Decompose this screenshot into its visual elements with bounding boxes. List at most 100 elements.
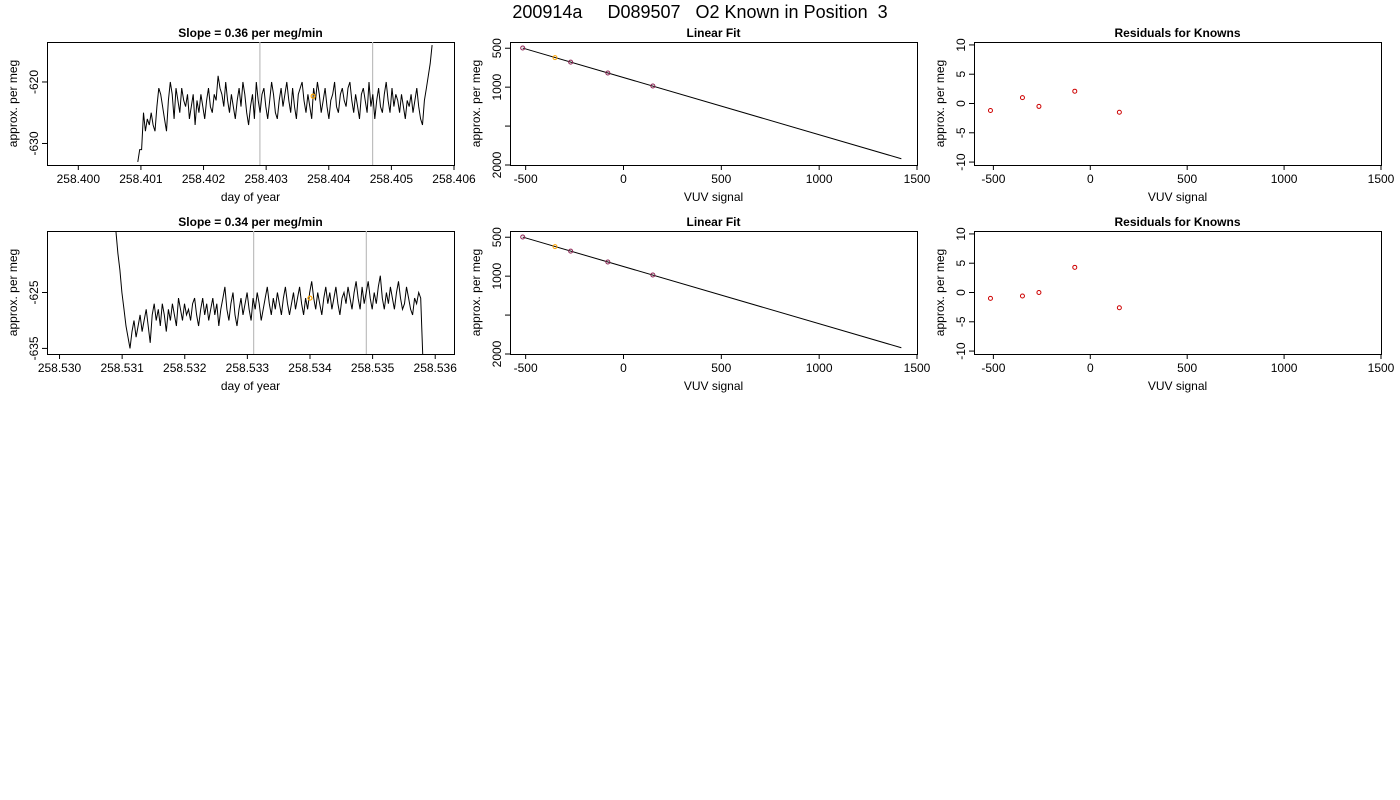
plot-frame [510, 231, 918, 355]
y-axis-label: approx. per meg [6, 60, 20, 147]
series-trace [115, 231, 424, 354]
x-axis-label: VUV signal [1148, 379, 1207, 393]
data-point [987, 108, 993, 114]
x-tick-label: 258.402 [182, 172, 226, 186]
plot-frame [974, 231, 1382, 355]
data-point [520, 234, 526, 240]
row1-fit: Linear Fit -500 0 500 1000 1500 2000 1000 500 VUV… [469, 26, 931, 204]
fit-line [522, 47, 902, 160]
y-tick-label: -10 [954, 342, 968, 360]
y-tick-label: 2000 [490, 151, 504, 178]
x-axis-label: VUV signal [684, 190, 743, 204]
y-axis-label: approx. per meg [933, 60, 947, 147]
x-tick-label: 258.401 [119, 172, 163, 186]
data-layer [987, 264, 1122, 311]
plot-frame [47, 231, 455, 355]
x-tick-label: 258.403 [244, 172, 288, 186]
row2-fit: Linear Fit -500 0 500 1000 1500 2000 1000 500 VUV… [469, 215, 931, 393]
x-tick-label: 258.535 [351, 361, 395, 375]
row2-resid: Residuals for Knowns -500 0 500 1000 1500 -10 -… [933, 215, 1395, 393]
data-point [605, 70, 611, 76]
x-tick-label: 1000 [1271, 361, 1298, 375]
data-point [1019, 293, 1025, 299]
x-tick-label: 500 [711, 361, 731, 375]
data-point [650, 272, 656, 278]
y-tick-label: -10 [954, 153, 968, 171]
plot-frame [47, 42, 455, 166]
x-tick-label: 258.530 [38, 361, 82, 375]
x-tick-label: -500 [514, 172, 538, 186]
data-point [987, 295, 993, 301]
x-tick-label: -500 [981, 172, 1005, 186]
x-tick-label: 1500 [1368, 172, 1395, 186]
x-tick-label: 0 [1087, 361, 1094, 375]
data-layer [115, 231, 424, 354]
y-tick-label: -620 [27, 70, 41, 94]
y-tick-label: 1000 [490, 73, 504, 100]
data-point [520, 45, 526, 51]
data-point [1116, 109, 1122, 115]
data-point [605, 259, 611, 265]
x-tick-label: -500 [514, 361, 538, 375]
x-tick-label: 0 [1087, 172, 1094, 186]
data-point [1036, 103, 1042, 109]
data-point [568, 248, 574, 254]
x-tick-label: 500 [1177, 172, 1197, 186]
y-axis-label: approx. per meg [469, 60, 483, 147]
fit-line [522, 236, 902, 349]
y-tick-label: 500 [490, 227, 504, 247]
data-point [552, 244, 558, 250]
y-axis-label: approx. per meg [6, 249, 20, 336]
panel-title: Linear Fit [686, 215, 740, 229]
data-point [650, 83, 656, 89]
plot-frame [510, 42, 918, 166]
x-tick-label: 1000 [806, 172, 833, 186]
data-layer [987, 88, 1122, 115]
x-tick-label: 258.405 [370, 172, 414, 186]
x-tick-label: 1500 [1368, 361, 1395, 375]
y-tick-label: 0 [954, 289, 968, 296]
x-axis-label: VUV signal [1148, 190, 1207, 204]
y-tick-label: -5 [954, 127, 968, 138]
plot-frame [974, 42, 1382, 166]
y-tick-label: -635 [27, 336, 41, 360]
y-tick-label: -625 [27, 280, 41, 304]
x-tick-label: 258.532 [163, 361, 207, 375]
data-point [1019, 95, 1025, 101]
y-tick-label: 10 [954, 38, 968, 52]
series-trace [137, 45, 433, 162]
y-tick-label: 0 [954, 100, 968, 107]
y-tick-label: 5 [954, 260, 968, 267]
x-tick-label: 1500 [904, 361, 931, 375]
y-tick-label: 1000 [490, 262, 504, 289]
panel-title: Slope = 0.34 per meg/min [178, 215, 322, 229]
y-axis-label: approx. per meg [933, 249, 947, 336]
data-point [1036, 290, 1042, 295]
x-tick-label: 258.533 [226, 361, 270, 375]
data-point [1072, 88, 1078, 94]
data-point [568, 59, 574, 65]
x-tick-label: -500 [981, 361, 1005, 375]
data-point [1116, 305, 1122, 311]
row1-resid: Residuals for Knowns -500 0 500 1000 1500 -10 -… [933, 26, 1395, 204]
x-tick-label: 500 [1177, 361, 1197, 375]
x-tick-label: 1000 [1271, 172, 1298, 186]
x-tick-label: 258.404 [307, 172, 351, 186]
y-tick-label: 500 [490, 38, 504, 58]
x-tick-label: 500 [711, 172, 731, 186]
x-tick-label: 0 [620, 361, 627, 375]
x-axis-label: day of year [221, 190, 280, 204]
data-layer [137, 42, 433, 165]
panel-title: Slope = 0.36 per meg/min [178, 26, 322, 40]
row1-trace: Slope = 0.36 per meg/min 258.400 258.401 25… [6, 26, 476, 204]
panel-title: Residuals for Knowns [1114, 215, 1240, 229]
data-layer [520, 45, 902, 160]
x-tick-label: 258.406 [432, 172, 476, 186]
highlight-point [307, 295, 313, 301]
y-tick-label: 2000 [490, 340, 504, 367]
data-point [1072, 264, 1078, 270]
x-tick-label: 258.400 [57, 172, 101, 186]
figure-title: 200914a D089507 O2 Known in Position 3 [512, 2, 888, 22]
x-tick-label: 1500 [904, 172, 931, 186]
